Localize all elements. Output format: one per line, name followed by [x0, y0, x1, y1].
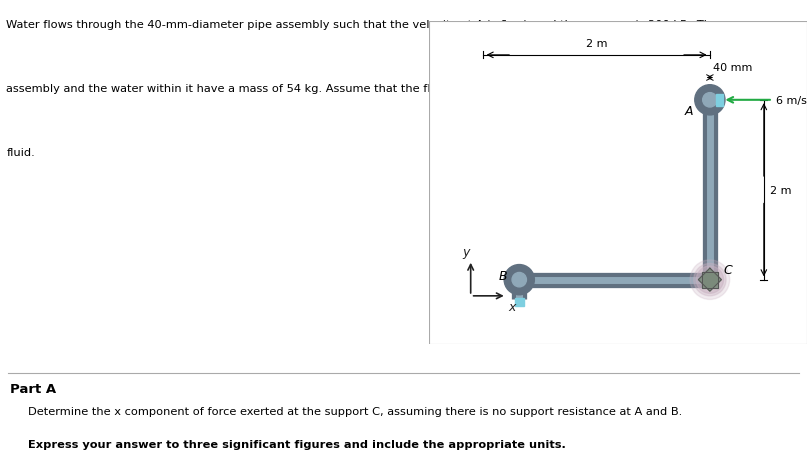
Text: C: C [724, 263, 732, 277]
Circle shape [703, 93, 717, 108]
Text: assembly and the water within it have a mass of 54 kg. Assume that the flow is s: assembly and the water within it have a … [6, 83, 759, 93]
Bar [717, 95, 723, 106]
Text: y: y [462, 246, 470, 258]
Bar [515, 298, 524, 306]
Text: fluid.: fluid. [6, 147, 36, 157]
Text: Express your answer to three significant figures and include the appropriate uni: Express your answer to three significant… [28, 439, 567, 449]
Circle shape [696, 267, 724, 293]
Circle shape [512, 273, 526, 287]
Text: B: B [499, 269, 508, 282]
Text: 2 m: 2 m [586, 39, 608, 49]
Text: x: x [508, 300, 516, 313]
Polygon shape [698, 268, 721, 292]
Circle shape [690, 260, 730, 300]
Text: Water flows through the 40-mm-diameter pipe assembly such that the velocity at A: Water flows through the 40-mm-diameter p… [6, 20, 718, 30]
Text: Determine the x component of force exerted at the support C, assuming there is n: Determine the x component of force exert… [28, 406, 683, 416]
Text: A: A [685, 105, 693, 118]
Text: 40 mm: 40 mm [713, 63, 752, 73]
Text: 6 m/s: 6 m/s [776, 96, 806, 106]
Circle shape [695, 86, 725, 116]
Text: Part A: Part A [10, 382, 56, 395]
Circle shape [504, 265, 534, 295]
Polygon shape [702, 272, 718, 288]
Circle shape [694, 264, 726, 296]
Text: 2 m: 2 m [771, 185, 792, 195]
